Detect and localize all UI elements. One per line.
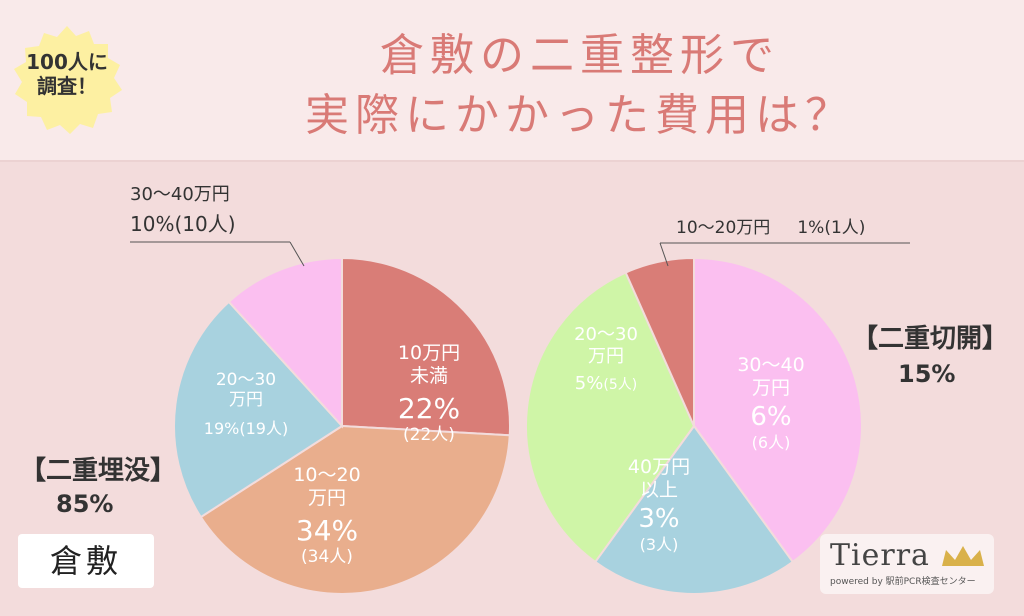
incision-share: 15% <box>898 360 956 388</box>
pie-slice <box>525 271 696 564</box>
pie-slice <box>341 256 511 437</box>
title-line1: 倉敷の二重整形で <box>380 30 780 81</box>
slice-name: 未満 <box>409 364 448 387</box>
badge-line1: 100人に <box>26 50 108 74</box>
slice-name: 40万円 <box>627 456 691 478</box>
slice-count: (6人) <box>751 432 791 452</box>
slice-label: 20～30 万円 19%(19人) <box>196 370 296 438</box>
slice-pct: 22% <box>397 391 461 425</box>
slice-count: (5人) <box>603 377 638 394</box>
slice-pct: 19% <box>203 418 240 438</box>
slice-name: 20～30 <box>574 324 638 345</box>
slice-count: (3人) <box>639 534 679 554</box>
page-title: 倉敷の二重整形で 実際にかかった費用は？ <box>270 26 890 146</box>
slice-pct: 1% <box>797 218 825 238</box>
incision-title: 【二重切開】 <box>852 324 1009 354</box>
slice-label: 30～40万円 10%(10人) <box>130 184 270 236</box>
slice-pct: 6% <box>750 401 792 432</box>
crown-icon <box>942 546 984 566</box>
slice-count: (19人) <box>239 418 289 438</box>
slice-count: (34人) <box>301 547 353 568</box>
slice-name: 10～20 <box>293 464 361 486</box>
slice-label: 40万円 以上 3% (3人) <box>604 456 714 554</box>
slice-count: (22人) <box>403 425 455 446</box>
pie-slice <box>624 256 695 427</box>
pie-chart-buried <box>173 256 511 595</box>
pie-slice <box>593 424 795 595</box>
leader-line <box>289 241 305 267</box>
title-line2: 実際にかかった費用は？ <box>305 90 855 141</box>
slice-pct: 5% <box>574 373 604 395</box>
slice-label: 10万円 未満 22% (22人) <box>374 342 484 446</box>
slice-name: 万円 <box>588 345 624 367</box>
slice-label: 30～40 万円 6% (6人) <box>716 354 826 452</box>
badge-icon <box>14 26 122 134</box>
slice-count: (10人) <box>174 211 236 236</box>
buried-title: 【二重埋没】 <box>20 456 177 486</box>
pie-slice <box>693 256 863 564</box>
badge-line2: 調査！ <box>37 74 97 98</box>
pie-slice <box>227 256 343 429</box>
slice-label: 10～20 万円 34% (34人) <box>272 464 382 568</box>
slice-pct: 3% <box>638 503 680 534</box>
pie-slice <box>173 300 344 519</box>
leader-line <box>659 242 669 267</box>
slice-name: 10万円 <box>397 342 461 364</box>
pie-charts <box>130 241 910 595</box>
slice-name: 20～30 <box>215 370 277 390</box>
slice-name: 万円 <box>229 390 263 411</box>
slice-pct: 34% <box>295 513 359 547</box>
slice-name: 30～40万円 <box>130 184 230 205</box>
logo-tagline: powered by 駅前PCR検査センター <box>830 577 976 587</box>
slice-name: 30～40 <box>737 354 805 376</box>
slice-label: 10～20万円 1%(1人) <box>676 218 916 238</box>
slice-name: 万円 <box>751 376 790 399</box>
slice-pct: 10% <box>130 211 175 236</box>
location-label: 倉敷 <box>18 534 154 588</box>
logo: Tierra powered by 駅前PCR検査センター <box>820 534 994 594</box>
slice-label: 20～30 万円 5%(5人) <box>556 324 656 395</box>
pie-chart-incision <box>525 256 863 595</box>
slice-name: 万円 <box>307 486 346 509</box>
chart-area: 10万円 未満 22% (22人) 10～20 万円 34% (34人) 20～… <box>0 162 1024 616</box>
slice-name: 以上 <box>639 478 678 501</box>
slice-count: (1人) <box>824 218 866 238</box>
buried-share: 85% <box>56 490 114 518</box>
header: 100人に 調査！ 倉敷の二重整形で 実際にかかった費用は？ <box>0 0 1024 162</box>
slice-name: 10～20万円 <box>676 218 771 238</box>
badge-text: 100人に 調査！ <box>8 50 126 98</box>
logo-name: Tierra <box>830 538 930 573</box>
